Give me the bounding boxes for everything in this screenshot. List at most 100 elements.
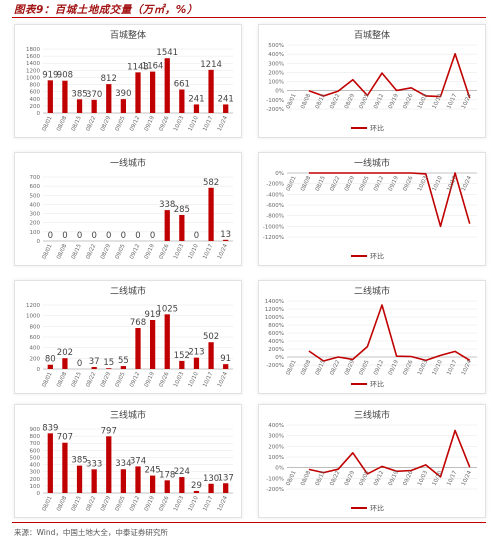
line-chart-tier2: 二线城市 -200% 0% 200% 400% 600% 800% 1000% 1200% 140… (265, 285, 477, 389)
data-label: 80 (45, 355, 56, 365)
bottom-divider (12, 522, 486, 523)
data-label: 29 (191, 481, 202, 491)
y-tick-label: 100 (30, 230, 41, 236)
bar (76, 99, 83, 113)
chart-panel-line-overall: 百城整体 -200% -100% 0% 100% 200% 300% 400% 500% 08/0… (258, 24, 486, 138)
y-tick-label: 700 (30, 175, 41, 181)
x-tick-label: 08/15 (71, 495, 83, 512)
chart-title: 三线城市 (354, 409, 390, 421)
y-tick-label: 1800 (26, 47, 40, 53)
y-tick-label: 0% (275, 466, 284, 472)
x-tick-label: 09/19 (144, 495, 156, 512)
y-tick-label: 300% (268, 434, 284, 440)
y-tick-label: 600 (30, 90, 41, 96)
bar (223, 364, 229, 369)
x-tick-label: 09/12 (129, 115, 141, 132)
x-tick-label: 09/26 (158, 115, 170, 132)
data-label: 334 (115, 459, 131, 469)
y-tick-label: 600% (268, 331, 284, 337)
bar-chart-tier1: 一线城市0100200300400500600700008/01008/0800… (30, 157, 233, 260)
x-tick-label: 10/03 (173, 243, 185, 260)
x-tick-label: 08/01 (41, 243, 53, 260)
bar (135, 328, 141, 369)
y-tick-label: -1000% (263, 224, 284, 230)
data-label: 241 (218, 94, 234, 104)
x-tick-label: 08/22 (85, 115, 97, 132)
y-tick-label: 500% (268, 43, 284, 49)
x-tick-label: 08/08 (56, 371, 68, 388)
series-line (308, 304, 471, 362)
y-tick-label: -200% (266, 182, 284, 188)
data-label: 839 (42, 423, 58, 433)
data-label: 812 (101, 74, 117, 84)
x-tick-label: 08/15 (71, 243, 83, 260)
bar (76, 465, 83, 493)
y-tick-label: 100% (268, 455, 284, 461)
data-label: 224 (174, 467, 190, 477)
y-tick-label: 1600 (26, 54, 40, 60)
bar (208, 483, 214, 493)
x-tick-label: 10/10 (432, 93, 444, 110)
x-tick-label: 09/19 (144, 371, 156, 388)
chart-panel-line-tier3: 三线城市 -200% -100% 0% 100% 200% 300% 400% 08/01 08/… (258, 404, 486, 518)
chart-title: 二线城市 (354, 285, 390, 297)
data-label: 0 (150, 231, 155, 241)
x-tick-label: 09/19 (388, 93, 400, 110)
chart-title: 百城整体 (110, 29, 146, 41)
data-label: 1143 (127, 62, 149, 72)
data-label: 0 (48, 231, 53, 241)
y-tick-label: 400 (30, 463, 41, 469)
x-tick-label: 08/15 (71, 115, 83, 132)
y-tick-label: 800% (268, 323, 284, 329)
data-label: 285 (174, 205, 190, 215)
bar (149, 71, 156, 113)
y-tick-label: -400% (266, 192, 284, 198)
y-tick-label: 0 (37, 239, 41, 245)
y-tick-label: 1200% (265, 307, 284, 313)
chart-title: 一线城市 (354, 157, 390, 169)
series-line (308, 429, 471, 478)
x-tick-label: 10/17 (202, 115, 214, 132)
x-tick-label: 10/03 (173, 115, 185, 132)
chart-title: 三线城市 (110, 409, 146, 421)
top-divider (12, 17, 486, 18)
data-label: 1541 (156, 48, 178, 58)
x-tick-label: 10/17 (446, 93, 458, 110)
x-tick-label: 10/24 (461, 93, 473, 110)
y-tick-label: 200% (268, 347, 284, 353)
y-tick-label: -600% (266, 203, 284, 209)
y-tick-label: 400 (30, 202, 41, 208)
data-label: 213 (188, 348, 204, 358)
x-tick-label: 08/08 (56, 115, 68, 132)
bar (164, 314, 170, 369)
y-tick-label: 500 (30, 455, 41, 461)
x-tick-label: 08/01 (41, 495, 53, 512)
bar (193, 490, 200, 493)
chart-panel-bar-tier2: 二线城市 0 200 400 600 800 1000 1200 80 08/01 202 08/08… (14, 280, 242, 394)
x-tick-label: 08/01 (285, 359, 297, 376)
x-tick-label: 09/05 (115, 243, 127, 260)
x-tick-label: 08/22 (85, 371, 97, 388)
y-tick-label: 800 (30, 434, 41, 440)
data-label: 0 (77, 359, 82, 369)
data-label: 374 (130, 456, 146, 466)
y-tick-label: 1000 (26, 75, 40, 81)
legend-label: 环比 (370, 252, 384, 261)
x-tick-label: 09/05 (115, 371, 127, 388)
data-label: 202 (57, 348, 73, 358)
chart-title: 一线城市 (110, 157, 146, 169)
x-tick-label: 09/19 (144, 243, 156, 260)
data-label: 0 (91, 231, 96, 241)
x-tick-label: 08/08 (56, 495, 68, 512)
bar (91, 99, 97, 113)
data-label: 502 (203, 332, 219, 342)
data-label: 0 (194, 231, 199, 241)
data-label: 370 (86, 90, 102, 100)
x-tick-label: 09/19 (388, 359, 400, 376)
bar-chart-tier2: 二线城市 0 200 400 600 800 1000 1200 80 08/01 202 08/08… (26, 285, 233, 388)
data-label: 0 (62, 231, 67, 241)
x-tick-label: 10/10 (188, 495, 200, 512)
bar (179, 477, 185, 493)
data-label: 137 (218, 473, 234, 483)
